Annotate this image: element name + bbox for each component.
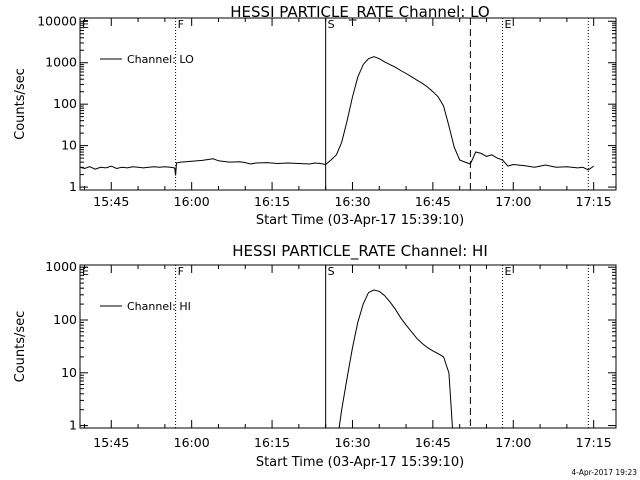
panel-1-event-marker-label-2: S (328, 265, 335, 278)
panel-hi: HESSI PARTICLE_RATE Channel: HI Start Tim… (13, 242, 617, 470)
panel-0-event-marker-label-2: S (328, 18, 335, 31)
panel-1-legend-label: Channel: HI (127, 300, 191, 313)
panel-1-y-tick-label-2: 100 (53, 312, 77, 327)
panel-1-y-tick-label-3: 1000 (45, 259, 77, 274)
panel-0-x-tick-label-6: 17:15 (576, 194, 612, 209)
panel-0-plot-frame (79, 17, 617, 191)
panel-1-x-tick-label-2: 16:15 (254, 435, 290, 450)
panel-1-plot-frame (79, 264, 617, 429)
panel-0-event-marker-label-1: F (178, 18, 184, 31)
panel-0-y-tick-label-0: 1 (69, 179, 77, 194)
panel-0-event-marker-label-4: E (505, 18, 512, 31)
panel-1-x-tick-label-3: 16:30 (334, 435, 370, 450)
panel-0-y-tick-label-2: 100 (53, 96, 77, 111)
panel-0-x-tick-label-1: 16:00 (174, 194, 210, 209)
panel-1-x-tick-label-1: 16:00 (174, 435, 210, 450)
panel-0-y-tick-label-4: 10000 (37, 13, 77, 28)
panel-1-x-tick-label-4: 16:45 (415, 435, 451, 450)
panel-1-event-marker-label-4: E (505, 265, 512, 278)
panel-1-event-marker-label-1: F (178, 265, 184, 278)
panel-1-x-tick-label-5: 17:00 (495, 435, 531, 450)
panel-0-x-tick-label-4: 16:45 (415, 194, 451, 209)
panel-0-x-tick-label-2: 16:15 (254, 194, 290, 209)
panel-1-x-tick-label-6: 17:15 (576, 435, 612, 450)
panel-0-x-tick-label-5: 17:00 (495, 194, 531, 209)
panel-1-y-axis-label: Counts/sec (13, 311, 28, 383)
panel-0-y-tick-label-1: 10 (61, 138, 77, 153)
panel-0-legend-label: Channel: LO (127, 53, 194, 66)
panel-0-x-tick-label-3: 16:30 (334, 194, 370, 209)
panel-1-x-axis-label: Start Time (03-Apr-17 15:39:10) (256, 455, 464, 470)
panel-0-y-axis-label: Counts/sec (13, 68, 28, 140)
panel-1-chart-title: HESSI PARTICLE_RATE Channel: HI (232, 242, 488, 261)
panel-0-y-tick-label-3: 1000 (45, 55, 77, 70)
panel-1-event-marker-label-0: E (82, 265, 89, 278)
panel-1-y-tick-label-1: 10 (61, 365, 77, 380)
panel-0-x-tick-label-0: 15:45 (93, 194, 129, 209)
panel-0-series-line-0 (79, 56, 594, 176)
timestamp: 4-Apr-2017 19:23 (571, 468, 637, 477)
panel-0-event-marker-label-0: E (82, 18, 89, 31)
panel-lo: HESSI PARTICLE_RATE Channel: LO Start Tim… (13, 3, 617, 228)
panel-0-chart-title: HESSI PARTICLE_RATE Channel: LO (230, 3, 489, 22)
panel-1-x-tick-label-0: 15:45 (93, 435, 129, 450)
panel-1-y-tick-label-0: 1 (69, 418, 77, 433)
panel-0-x-axis-label: Start Time (03-Apr-17 15:39:10) (256, 213, 464, 228)
panel-1-series-line-0 (338, 289, 453, 429)
